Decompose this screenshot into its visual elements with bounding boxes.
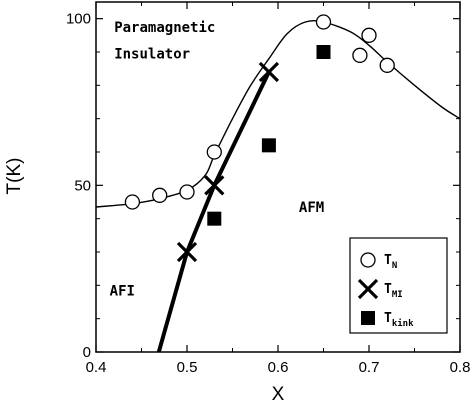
tkink-point <box>316 45 331 59</box>
legend-label: Tkink <box>384 311 414 329</box>
y-tick-label: 100 <box>66 11 91 28</box>
x-tick-label: 0.5 <box>177 359 198 376</box>
x-tick-label: 0.7 <box>359 359 380 376</box>
tmi-point-legend-swatch-stroke-b <box>357 278 379 300</box>
x-axis-title: X <box>272 384 285 405</box>
tn-point <box>315 14 332 30</box>
tmi-point-legend-swatch <box>357 278 379 300</box>
legend-label-subscript: MI <box>392 290 403 300</box>
legend-label: TN <box>384 253 397 271</box>
region-label: Paramagnetic <box>114 20 215 36</box>
x-tick-label: 0.6 <box>268 359 289 376</box>
tkink-point <box>207 211 222 226</box>
tmi-guide-line <box>156 71 271 353</box>
tn-point-legend-swatch <box>360 252 376 268</box>
legend-label-subscript: N <box>392 261 397 271</box>
tkink-point-legend-swatch <box>361 311 375 325</box>
tn-point <box>361 27 377 43</box>
legend-label-subscript: kink <box>392 318 414 329</box>
region-label: AFI <box>110 283 135 299</box>
legend-label-main: T <box>384 282 392 297</box>
tn-point <box>124 194 141 210</box>
tn-point <box>152 187 168 203</box>
legend-label-main: T <box>384 311 392 326</box>
tmi-point <box>176 241 198 263</box>
tmi-point <box>258 61 280 83</box>
tn-point <box>379 57 395 73</box>
legend-label-main: T <box>384 253 392 268</box>
y-tick-label: 50 <box>74 177 91 194</box>
tmi-point <box>204 175 225 196</box>
x-tick-label: 0.8 <box>450 359 471 376</box>
tn-point <box>352 47 368 63</box>
region-label: AFM <box>299 200 324 216</box>
y-axis-title: T(K) <box>4 158 25 195</box>
annotations-layer: Paramagnetic Insulator AFM AFI <box>110 20 325 299</box>
y-tick-label: 0 <box>83 344 91 361</box>
tn-point <box>206 144 222 160</box>
tmi-point-stroke-b <box>258 61 280 83</box>
tmi-point-stroke-b <box>204 175 225 196</box>
tkink-point <box>261 138 276 153</box>
markers-layer <box>124 14 395 263</box>
region-label: Insulator <box>114 47 190 63</box>
tmi-point-stroke-b <box>176 241 198 263</box>
legend-label: TMI <box>384 282 403 300</box>
x-tick-label: 0.4 <box>86 359 107 376</box>
ticks-layer: 0.4 0.5 0.6 0.7 0.8 0 50 100 <box>66 2 470 376</box>
tn-point <box>179 184 195 200</box>
